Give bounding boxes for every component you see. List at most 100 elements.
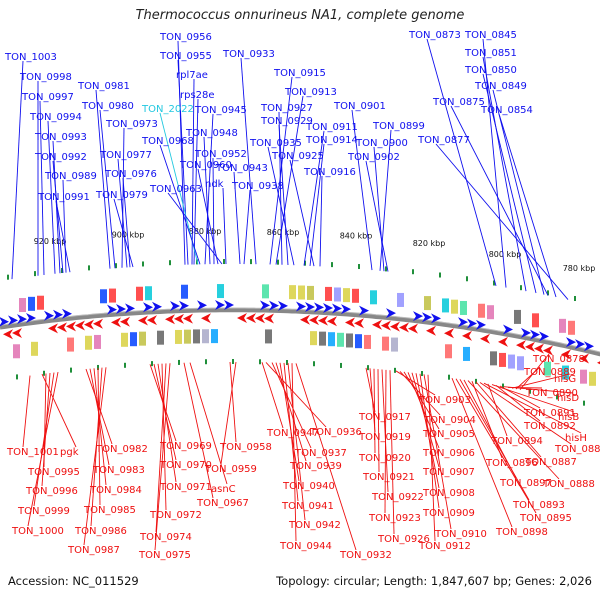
bottom-label-leader [275,362,307,462]
top-label-leader [365,160,389,272]
tick-mark [358,264,360,270]
bottom-label-leader [41,372,51,487]
bottom-gene-label: TON_0987 [67,545,120,556]
reverse-gene-arrow [3,329,13,340]
tick-mark [502,383,504,389]
bottom-label-leader [467,380,560,480]
bottom-label-leader [373,368,376,454]
top-gene-label: TON_0993 [34,132,87,143]
top-gene-label: TON_0911 [305,122,358,133]
feature-block [460,300,467,315]
forward-gene-arrow [332,303,342,314]
top-label-leader [240,57,257,265]
feature-block [445,344,452,359]
feature-block [532,313,539,328]
bottom-gene-label: TON_0975 [138,550,191,561]
bottom-gene-label: hisD [557,393,579,404]
top-gene-label: TON_0902 [347,152,400,163]
genome-summary-text: Topology: circular; Length: 1,847,607 bp… [276,574,592,588]
reverse-gene-arrow [165,314,175,325]
forward-gene-arrow [179,300,189,311]
feature-tracks [0,284,600,386]
reverse-gene-arrow [57,322,67,333]
map-title: Thermococcus onnurineus NA1, complete ge… [135,8,465,23]
bottom-gene-label: TON_0904 [423,415,476,426]
top-gene-label: TON_0915 [273,68,326,79]
tick-mark [151,361,153,367]
feature-block [193,329,200,344]
tick-mark [466,276,468,282]
bottom-gene-label: TON_0969 [159,441,212,452]
top-gene-label: TON_0994 [29,112,82,123]
reverse-gene-arrow [183,313,193,324]
bottom-label-leader [229,361,237,443]
bottom-gene-label: TON_0898 [495,527,548,538]
bottom-gene-label: TON_0939 [289,461,342,472]
forward-gene-arrow [323,302,333,313]
top-gene-label: TON_0956 [159,32,212,43]
feature-block [343,288,350,303]
bottom-gene-label: pgk [60,447,79,458]
top-gene-label: TON_0933 [222,49,275,60]
top-gene-label: TON_0943 [215,163,268,174]
bottom-gene-label: TON_1001 [6,447,59,458]
bottom-gene-label: TON_0986 [74,526,127,537]
feature-block [31,341,38,356]
reverse-gene-arrow [201,313,211,324]
scale-label: 920 kbp [34,237,67,246]
top-label-leader [197,168,219,265]
top-label-leader [204,113,214,265]
bottom-label-leader [271,362,312,449]
top-label-leader [167,192,223,265]
top-gene-label: TON_0973 [105,119,158,130]
top-gene-label: TON_0927 [260,103,313,114]
tick-mark [142,261,144,267]
top-label-leader [222,187,227,265]
reverse-gene-arrow [543,345,553,356]
reverse-gene-arrow [309,315,319,326]
top-gene-label: TON_0854 [480,105,533,116]
forward-gene-arrow [125,303,135,314]
bottom-gene-label: TON_0921 [362,472,415,483]
forward-gene-arrow [341,304,351,315]
bottom-label-leader [479,382,572,445]
scale-label: 840 kbp [340,232,373,241]
top-label-leader [159,144,201,265]
bottom-gene-label: TON_0895 [519,513,572,524]
top-gene-label: TON_0913 [284,87,337,98]
top-gene-label: rps28e [180,90,215,101]
top-gene-label: TON_0952 [194,149,247,160]
feature-block [370,290,377,305]
forward-gene-arrow [197,300,207,311]
forward-gene-arrow [62,308,72,319]
top-label-leader [113,198,134,268]
feature-block [355,334,362,349]
top-label-leader [233,171,241,265]
bottom-label-leader [459,379,530,501]
feature-block [478,303,485,318]
bottom-gene-label: TON_0959 [204,464,257,475]
scale-label: 860 kbp [267,228,300,237]
tick-mark [169,260,171,266]
bottom-label-leader [427,374,436,542]
tick-mark [475,378,477,384]
tick-mark [205,359,207,365]
top-label-leader [243,189,251,265]
tick-mark [97,364,99,370]
bottom-gene-label: TON_0940 [282,481,335,492]
bottom-gene-label: TON_0947 [266,428,319,439]
tick-mark [313,361,315,367]
bottom-label-leader [93,368,107,486]
top-label-leader [309,143,325,266]
top-gene-label: TON_0849 [474,81,527,92]
feature-block [334,287,341,302]
feature-block [517,356,524,371]
forward-gene-arrow [260,300,270,311]
bottom-label-leader [389,370,395,535]
bottom-gene-label: TON_0908 [422,488,475,499]
reverse-gene-arrow [381,320,391,331]
tick-mark [331,262,333,268]
tick-mark [88,265,90,271]
feature-block [487,305,494,320]
forward-gene-arrow [116,303,126,314]
